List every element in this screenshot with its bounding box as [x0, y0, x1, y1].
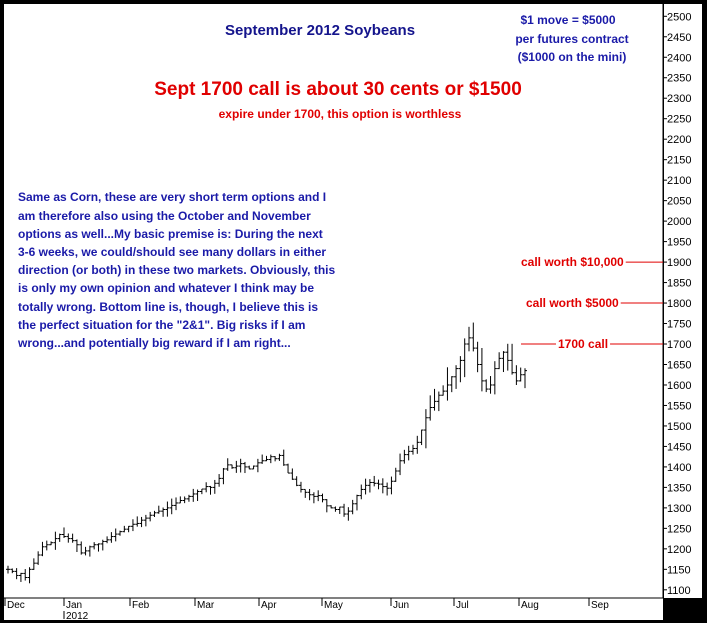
commentary-line: wrong...and potentially big reward if I … — [17, 336, 291, 350]
y-tick-label: 1550 — [667, 400, 691, 412]
y-tick-label: 2200 — [667, 134, 691, 146]
chart-title: September 2012 Soybeans — [225, 22, 415, 39]
subhead: expire under 1700, this option is worthl… — [219, 107, 462, 121]
x-axis: Dec Jan Feb Mar Apr May Jun Jul Aug Sep 2012 — [7, 600, 609, 622]
x-tick-label: Feb — [132, 600, 150, 611]
x-tick-label: May — [324, 600, 343, 611]
y-tick-label: 1650 — [667, 359, 691, 371]
level-label: 1700 call — [558, 337, 608, 351]
x-tick-label: Sep — [591, 600, 609, 611]
x-tick-label: Jul — [456, 600, 469, 611]
y-tick-label: 1500 — [667, 421, 691, 433]
contract-note-line: $1 move = $5000 — [520, 13, 615, 27]
contract-note-line: per futures contract — [515, 32, 628, 46]
y-tick-label: 2350 — [667, 73, 691, 85]
y-tick-label: 1350 — [667, 482, 691, 494]
y-tick-label: 1100 — [667, 585, 691, 597]
x-tick-label: Apr — [261, 600, 277, 611]
commentary-line: totally wrong. Bottom line is, though, I… — [18, 300, 318, 314]
y-tick-label: 1450 — [667, 441, 691, 453]
contract-note: $1 move = $5000 per futures contract ($1… — [515, 13, 628, 64]
y-tick-label: 2000 — [667, 216, 691, 228]
y-tick-label: 1250 — [667, 523, 691, 535]
commentary: Same as Corn, these are very short term … — [17, 190, 335, 350]
y-tick-label: 1800 — [667, 298, 691, 310]
x-tick-label: Dec — [7, 600, 25, 611]
x-axis-panel — [4, 598, 663, 620]
y-tick-label: 1600 — [667, 380, 691, 392]
y-tick-label: 2400 — [667, 52, 691, 64]
y-tick-label: 2450 — [667, 32, 691, 44]
y-tick-label: 1900 — [667, 257, 691, 269]
y-tick-label: 2100 — [667, 175, 691, 187]
chart-area — [4, 4, 663, 598]
x-tick-label: Jan — [66, 600, 82, 611]
y-axis: 1100 1150 1200 1250 1300 1350 1400 1450 1500 1550… — [663, 11, 691, 597]
level-label: call worth $5000 — [526, 296, 619, 310]
y-tick-label: 1200 — [667, 544, 691, 556]
y-tick-label: 1150 — [667, 564, 691, 576]
y-tick-label: 1950 — [667, 237, 691, 249]
headline: Sept 1700 call is about 30 cents or $150… — [154, 79, 522, 100]
commentary-line: options as well...My basic premise is: D… — [18, 227, 323, 241]
commentary-line: am therefore also using the October and … — [18, 209, 311, 223]
y-tick-label: 2050 — [667, 196, 691, 208]
y-tick-label: 2300 — [667, 93, 691, 105]
level-label: call worth $10,000 — [521, 255, 624, 269]
x-tick-label: Jun — [393, 600, 409, 611]
y-tick-label: 1300 — [667, 503, 691, 515]
y-tick-label: 1400 — [667, 462, 691, 474]
commentary-line: 3-6 weeks, we could/should see many doll… — [18, 245, 326, 259]
x-tick-marks — [4, 598, 590, 606]
contract-note-line: ($1000 on the mini) — [518, 50, 627, 64]
y-tick-label: 1850 — [667, 278, 691, 290]
commentary-line: Same as Corn, these are very short term … — [18, 190, 326, 204]
y-tick-label: 2250 — [667, 114, 691, 126]
price-bars — [6, 322, 527, 584]
level-labels: call worth $10,000 call worth $5000 1700 c… — [521, 255, 663, 351]
commentary-line: the perfect situation for the "2&1". Big… — [18, 318, 305, 332]
year-label: 2012 — [66, 611, 89, 622]
commentary-line: is only my own opinion and whatever I th… — [18, 281, 314, 295]
y-tick-label: 2500 — [667, 11, 691, 23]
y-tick-label: 2150 — [667, 155, 691, 167]
y-tick-label: 1750 — [667, 319, 691, 331]
commentary-line: direction (or both) in these two markets… — [18, 263, 335, 277]
x-tick-label: Aug — [521, 600, 539, 611]
x-tick-label: Mar — [197, 600, 215, 611]
y-axis-panel — [664, 4, 702, 598]
y-tick-label: 1700 — [667, 339, 691, 351]
